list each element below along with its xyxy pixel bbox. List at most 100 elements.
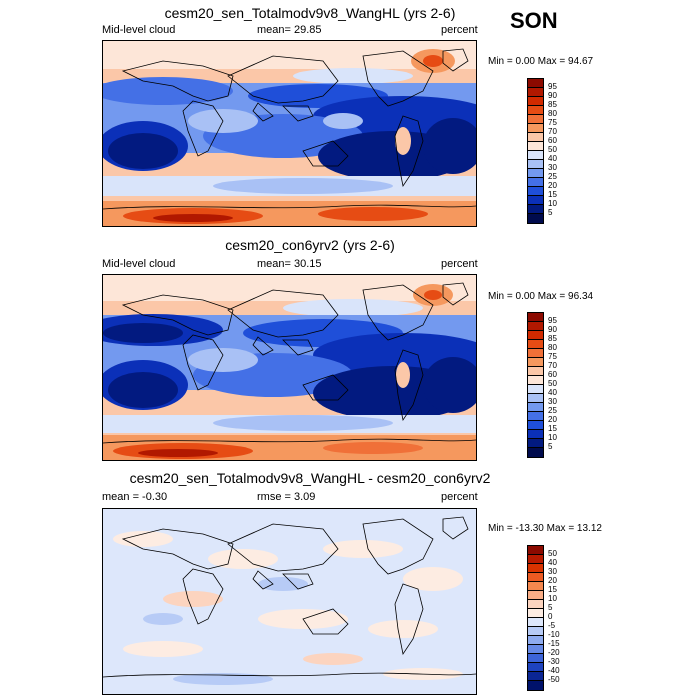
colorbar-segment xyxy=(528,214,543,223)
colorbar-tick-label: -5 xyxy=(548,621,556,630)
colorbar-segment xyxy=(528,448,543,457)
colorbar-tick-label: 5 xyxy=(548,208,553,217)
panel-3-colorbar xyxy=(527,545,544,691)
panel-2-title: cesm20_con6yrv2 (yrs 2-6) xyxy=(225,237,395,253)
panel-2-minmax: Min = 0.00 Max = 96.34 xyxy=(488,291,594,302)
panel-1-map-svg xyxy=(103,41,476,226)
colorbar-tick-label: -20 xyxy=(548,648,560,657)
colorbar-tick-label: 60 xyxy=(548,136,557,145)
colorbar-segment xyxy=(528,115,543,124)
colorbar-tick-label: 20 xyxy=(548,415,557,424)
colorbar-segment xyxy=(528,439,543,448)
colorbar-segment xyxy=(528,394,543,403)
colorbar-tick-label: 0 xyxy=(548,612,553,621)
colorbar-segment xyxy=(528,196,543,205)
colorbar-segment xyxy=(528,663,543,672)
panel-2-colorbar xyxy=(527,312,544,458)
colorbar-tick-label: 50 xyxy=(548,549,557,558)
colorbar-tick-label: 90 xyxy=(548,325,557,334)
colorbar-segment xyxy=(528,636,543,645)
colorbar-segment xyxy=(528,546,543,555)
colorbar-tick-label: 90 xyxy=(548,91,557,100)
colorbar-tick-label: 40 xyxy=(548,154,557,163)
season-label: SON xyxy=(510,8,558,33)
colorbar-segment xyxy=(528,142,543,151)
colorbar-segment xyxy=(528,160,543,169)
colorbar-segment xyxy=(528,421,543,430)
panel-1-title: cesm20_sen_Totalmodv9v8_WangHL (yrs 2-6) xyxy=(164,5,456,21)
colorbar-segment xyxy=(528,79,543,88)
colorbar-tick-label: 10 xyxy=(548,433,557,442)
colorbar-tick-label: 95 xyxy=(548,82,557,91)
colorbar-tick-label: 5 xyxy=(548,603,553,612)
colorbar-segment xyxy=(528,654,543,663)
panel-1-variable-label: Mid-level cloud xyxy=(102,24,176,36)
colorbar-segment xyxy=(528,672,543,681)
colorbar-segment xyxy=(528,627,543,636)
colorbar-segment xyxy=(528,582,543,591)
colorbar-tick-label: -50 xyxy=(548,675,560,684)
colorbar-segment xyxy=(528,573,543,582)
colorbar-segment xyxy=(528,133,543,142)
panel-1-mean-label: mean= 29.85 xyxy=(257,24,322,36)
colorbar-segment xyxy=(528,205,543,214)
colorbar-segment xyxy=(528,564,543,573)
colorbar-segment xyxy=(528,609,543,618)
colorbar-segment xyxy=(528,169,543,178)
colorbar-segment xyxy=(528,331,543,340)
colorbar-tick-label: 30 xyxy=(548,397,557,406)
panel-2-units-label: percent xyxy=(441,258,478,270)
panel-2-variable-label: Mid-level cloud xyxy=(102,258,176,270)
colorbar-segment xyxy=(528,376,543,385)
panel-3-title: cesm20_sen_Totalmodv9v8_WangHL - cesm20_… xyxy=(129,470,491,486)
colorbar-segment xyxy=(528,178,543,187)
colorbar-segment xyxy=(528,403,543,412)
colorbar-tick-label: 50 xyxy=(548,379,557,388)
colorbar-tick-label: 70 xyxy=(548,361,557,370)
colorbar-segment xyxy=(528,645,543,654)
colorbar-tick-label: 15 xyxy=(548,424,557,433)
colorbar-segment xyxy=(528,106,543,115)
colorbar-tick-label: 85 xyxy=(548,334,557,343)
panel-1-units-label: percent xyxy=(441,24,478,36)
colorbar-segment xyxy=(528,555,543,564)
panel-1-colorbar xyxy=(527,78,544,224)
colorbar-segment xyxy=(528,385,543,394)
colorbar-tick-label: 25 xyxy=(548,406,557,415)
colorbar-segment xyxy=(528,340,543,349)
panel-3-map xyxy=(102,508,477,695)
colorbar-segment xyxy=(528,600,543,609)
colorbar-tick-label: -40 xyxy=(548,666,560,675)
colorbar-segment xyxy=(528,187,543,196)
colorbar-tick-label: 40 xyxy=(548,558,557,567)
colorbar-tick-label: 20 xyxy=(548,576,557,585)
panel-3-map-svg xyxy=(103,509,476,694)
colorbar-tick-label: 5 xyxy=(548,442,553,451)
colorbar-segment xyxy=(528,681,543,690)
colorbar-tick-label: 60 xyxy=(548,370,557,379)
colorbar-segment xyxy=(528,367,543,376)
colorbar-tick-label: 15 xyxy=(548,190,557,199)
colorbar-tick-label: -10 xyxy=(548,630,560,639)
colorbar-segment xyxy=(528,358,543,367)
colorbar-tick-label: 70 xyxy=(548,127,557,136)
colorbar-tick-label: 50 xyxy=(548,145,557,154)
colorbar-segment xyxy=(528,412,543,421)
colorbar-tick-label: 20 xyxy=(548,181,557,190)
colorbar-tick-label: -30 xyxy=(548,657,560,666)
colorbar-tick-label: 10 xyxy=(548,199,557,208)
colorbar-segment xyxy=(528,349,543,358)
colorbar-tick-label: 75 xyxy=(548,118,557,127)
panel-3-mean-label: mean = -0.30 xyxy=(102,491,168,503)
panel-2-map-svg xyxy=(103,275,476,460)
panel-3-units-label: percent xyxy=(441,491,478,503)
colorbar-segment xyxy=(528,322,543,331)
colorbar-segment xyxy=(528,618,543,627)
colorbar-segment xyxy=(528,430,543,439)
colorbar-tick-label: 75 xyxy=(548,352,557,361)
colorbar-segment xyxy=(528,151,543,160)
colorbar-tick-label: 80 xyxy=(548,343,557,352)
colorbar-segment xyxy=(528,97,543,106)
colorbar-tick-label: 85 xyxy=(548,100,557,109)
colorbar-tick-label: 30 xyxy=(548,163,557,172)
